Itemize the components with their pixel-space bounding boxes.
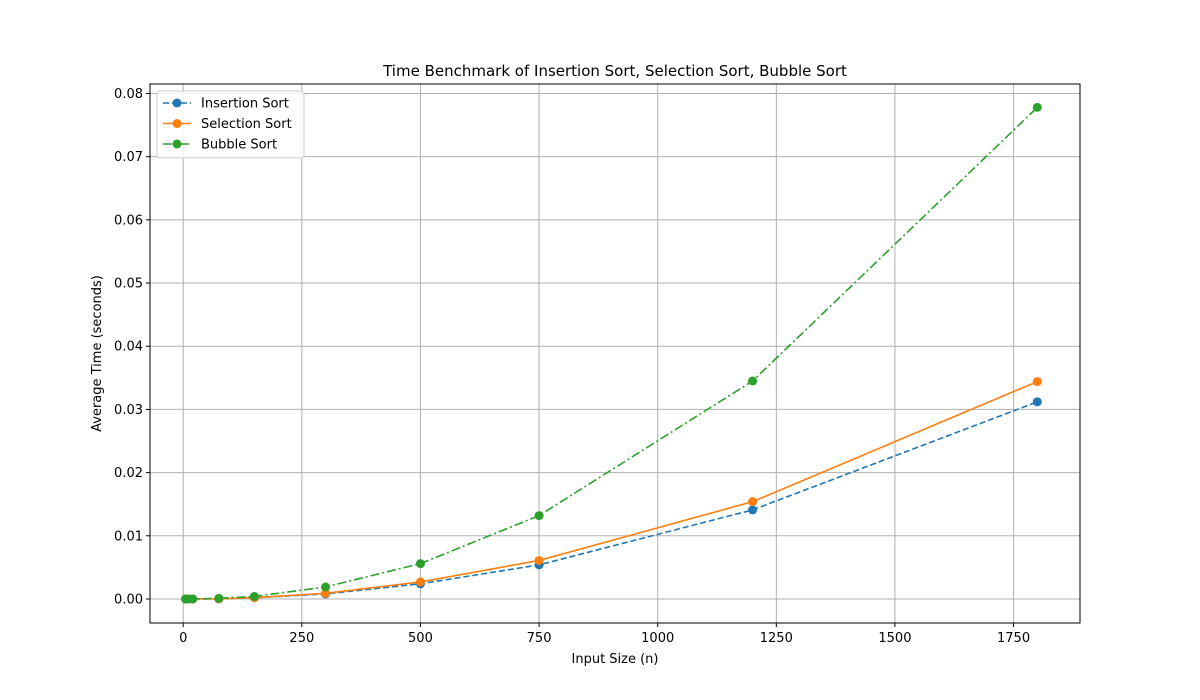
data-point	[1032, 102, 1042, 112]
x-tick-label: 1500	[878, 631, 911, 646]
data-point	[748, 505, 758, 515]
data-point	[534, 511, 544, 521]
y-axis-label: Average Time (seconds)	[90, 275, 105, 432]
data-point	[748, 376, 758, 386]
legend-item: Insertion Sort	[163, 97, 289, 112]
chart-title: Time Benchmark of Insertion Sort, Select…	[382, 62, 847, 80]
data-point	[214, 593, 224, 603]
x-tick-label: 1250	[760, 631, 793, 646]
y-tick-label: 0.00	[114, 592, 143, 607]
data-point	[748, 497, 758, 507]
y-tick-label: 0.01	[114, 529, 143, 544]
x-tick-label: 500	[408, 631, 433, 646]
x-axis-label: Input Size (n)	[572, 652, 659, 667]
x-tick-label: 1750	[997, 631, 1030, 646]
x-axis-ticks: 0 250 500 750 1000 1250 1500 1750	[179, 623, 1030, 646]
data-point	[249, 591, 259, 601]
legend-box	[156, 90, 305, 159]
data-point	[415, 577, 425, 587]
y-tick-label: 0.02	[114, 466, 143, 481]
y-tick-label: 0.03	[114, 403, 143, 418]
y-tick-label: 0.05	[114, 277, 143, 292]
legend-marker	[172, 98, 182, 108]
legend-label: Selection Sort	[201, 117, 292, 132]
legend-label: Insertion Sort	[201, 97, 289, 112]
x-tick-label: 0	[179, 631, 187, 646]
legend-item: Selection Sort	[163, 117, 292, 132]
x-tick-label: 250	[289, 631, 314, 646]
y-tick-label: 0.04	[114, 340, 143, 355]
legend-item: Bubble Sort	[163, 138, 277, 153]
legend: Insertion Sort Selection Sort Bubble Sort	[156, 90, 305, 159]
data-point	[1032, 377, 1042, 387]
legend-marker	[172, 139, 182, 149]
y-tick-label: 0.08	[114, 87, 143, 102]
legend-label: Bubble Sort	[201, 138, 277, 153]
data-point	[534, 555, 544, 565]
x-tick-label: 1000	[641, 631, 674, 646]
data-point	[415, 559, 425, 569]
legend-marker	[172, 119, 182, 128]
data-point	[321, 588, 331, 598]
data-point	[188, 594, 198, 604]
y-tick-label: 0.07	[114, 150, 143, 165]
y-tick-label: 0.06	[114, 213, 143, 228]
plot-area-frame	[149, 83, 1081, 624]
data-point	[321, 582, 331, 592]
grid	[150, 84, 1080, 623]
series-bubble-sort	[181, 102, 1042, 604]
y-axis-ticks: 0.00 0.01 0.02 0.03 0.04 0.05 0.06 0.07 0.08	[114, 87, 150, 607]
series-layer	[181, 102, 1042, 604]
data-point	[1032, 397, 1042, 407]
x-tick-label: 750	[527, 631, 552, 646]
